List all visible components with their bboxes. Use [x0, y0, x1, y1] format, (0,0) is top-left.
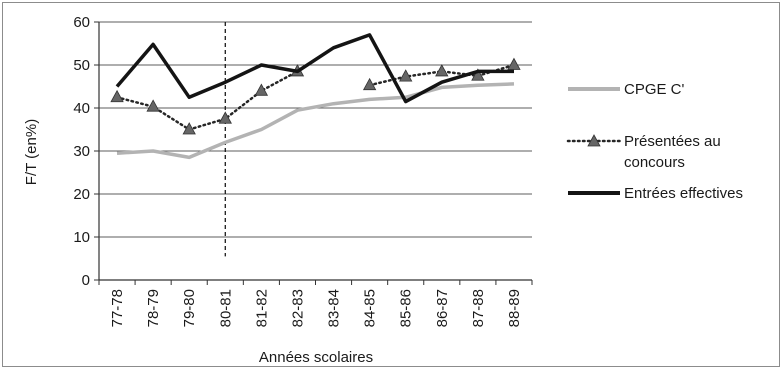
point-1-79-80	[182, 122, 196, 135]
series-0	[116, 82, 515, 160]
legend-item-entrees: Entrées effectives	[568, 185, 743, 202]
x-tick-label-84-85: 84-85	[362, 289, 379, 327]
series-line-0	[116, 82, 515, 160]
y-tick-label-30: 30	[73, 143, 90, 160]
point-1-78-79	[146, 99, 160, 112]
series-line-1	[115, 63, 516, 131]
x-tick-label-86-87: 86-87	[434, 289, 451, 327]
axes	[94, 21, 533, 285]
x-tick-label-87-88: 87-88	[470, 289, 487, 327]
series-line-2	[115, 33, 514, 104]
x-tick-label-80-81: 80-81	[217, 289, 234, 327]
x-tick-labels: 77-78 78-79 79-80 80-81 81-82 82-83 83-84 84-85…	[109, 289, 523, 327]
legend-label-entrees: Entrées effectives	[624, 185, 743, 202]
y-axis-title: F/T (en%)	[23, 119, 40, 185]
y-tick-label-0: 0	[82, 272, 90, 289]
y-tick-label-60: 60	[73, 14, 90, 31]
y-tick-label-40: 40	[73, 100, 90, 117]
y-tick-label-20: 20	[73, 186, 90, 203]
y-tick-label-10: 10	[73, 229, 90, 246]
chart-frame	[2, 2, 780, 367]
x-tick-label-85-86: 85-86	[398, 289, 415, 327]
point-1-87-88	[471, 68, 485, 81]
x-tick-label-88-89: 88-89	[506, 289, 523, 327]
legend-item-cpge: CPGE C'	[568, 81, 685, 98]
point-1-81-82	[254, 83, 269, 96]
x-tick-label-82-83: 82-83	[289, 289, 306, 327]
legend-label-presentees-line2: concours	[624, 154, 685, 171]
x-tick-label-79-80: 79-80	[181, 289, 198, 327]
x-tick-label-83-84: 83-84	[326, 289, 343, 327]
y-tick-label-50: 50	[73, 57, 90, 74]
point-1-80-81	[218, 111, 232, 124]
point-1-85-86	[399, 69, 413, 82]
point-1-84-85	[362, 77, 377, 91]
x-tick-label-78-79: 78-79	[145, 289, 162, 327]
x-tick-label-81-82: 81-82	[253, 289, 270, 327]
y-tick-labels: 0 10 20 30 40 50 60	[73, 14, 90, 289]
svg-text:Présentées au concours: Présentées au concours	[624, 133, 725, 171]
point-1-86-87	[435, 64, 449, 77]
point-1-88-89	[507, 57, 521, 70]
legend-item-presentees: Présentées au concours	[566, 133, 725, 171]
legend: CPGE C' Présentées au concours Entrées e…	[566, 81, 743, 202]
x-axis-title: Années scolaires	[259, 349, 373, 366]
legend-label-presentees: Présentées au	[624, 133, 721, 150]
legend-marker-presentees	[587, 134, 601, 147]
x-tick-label-77-78: 77-78	[109, 289, 126, 327]
series-2	[115, 33, 514, 104]
gridlines	[99, 21, 532, 238]
series	[110, 33, 521, 160]
legend-label-cpge: CPGE C'	[624, 81, 685, 98]
point-1-77-78	[110, 89, 124, 103]
